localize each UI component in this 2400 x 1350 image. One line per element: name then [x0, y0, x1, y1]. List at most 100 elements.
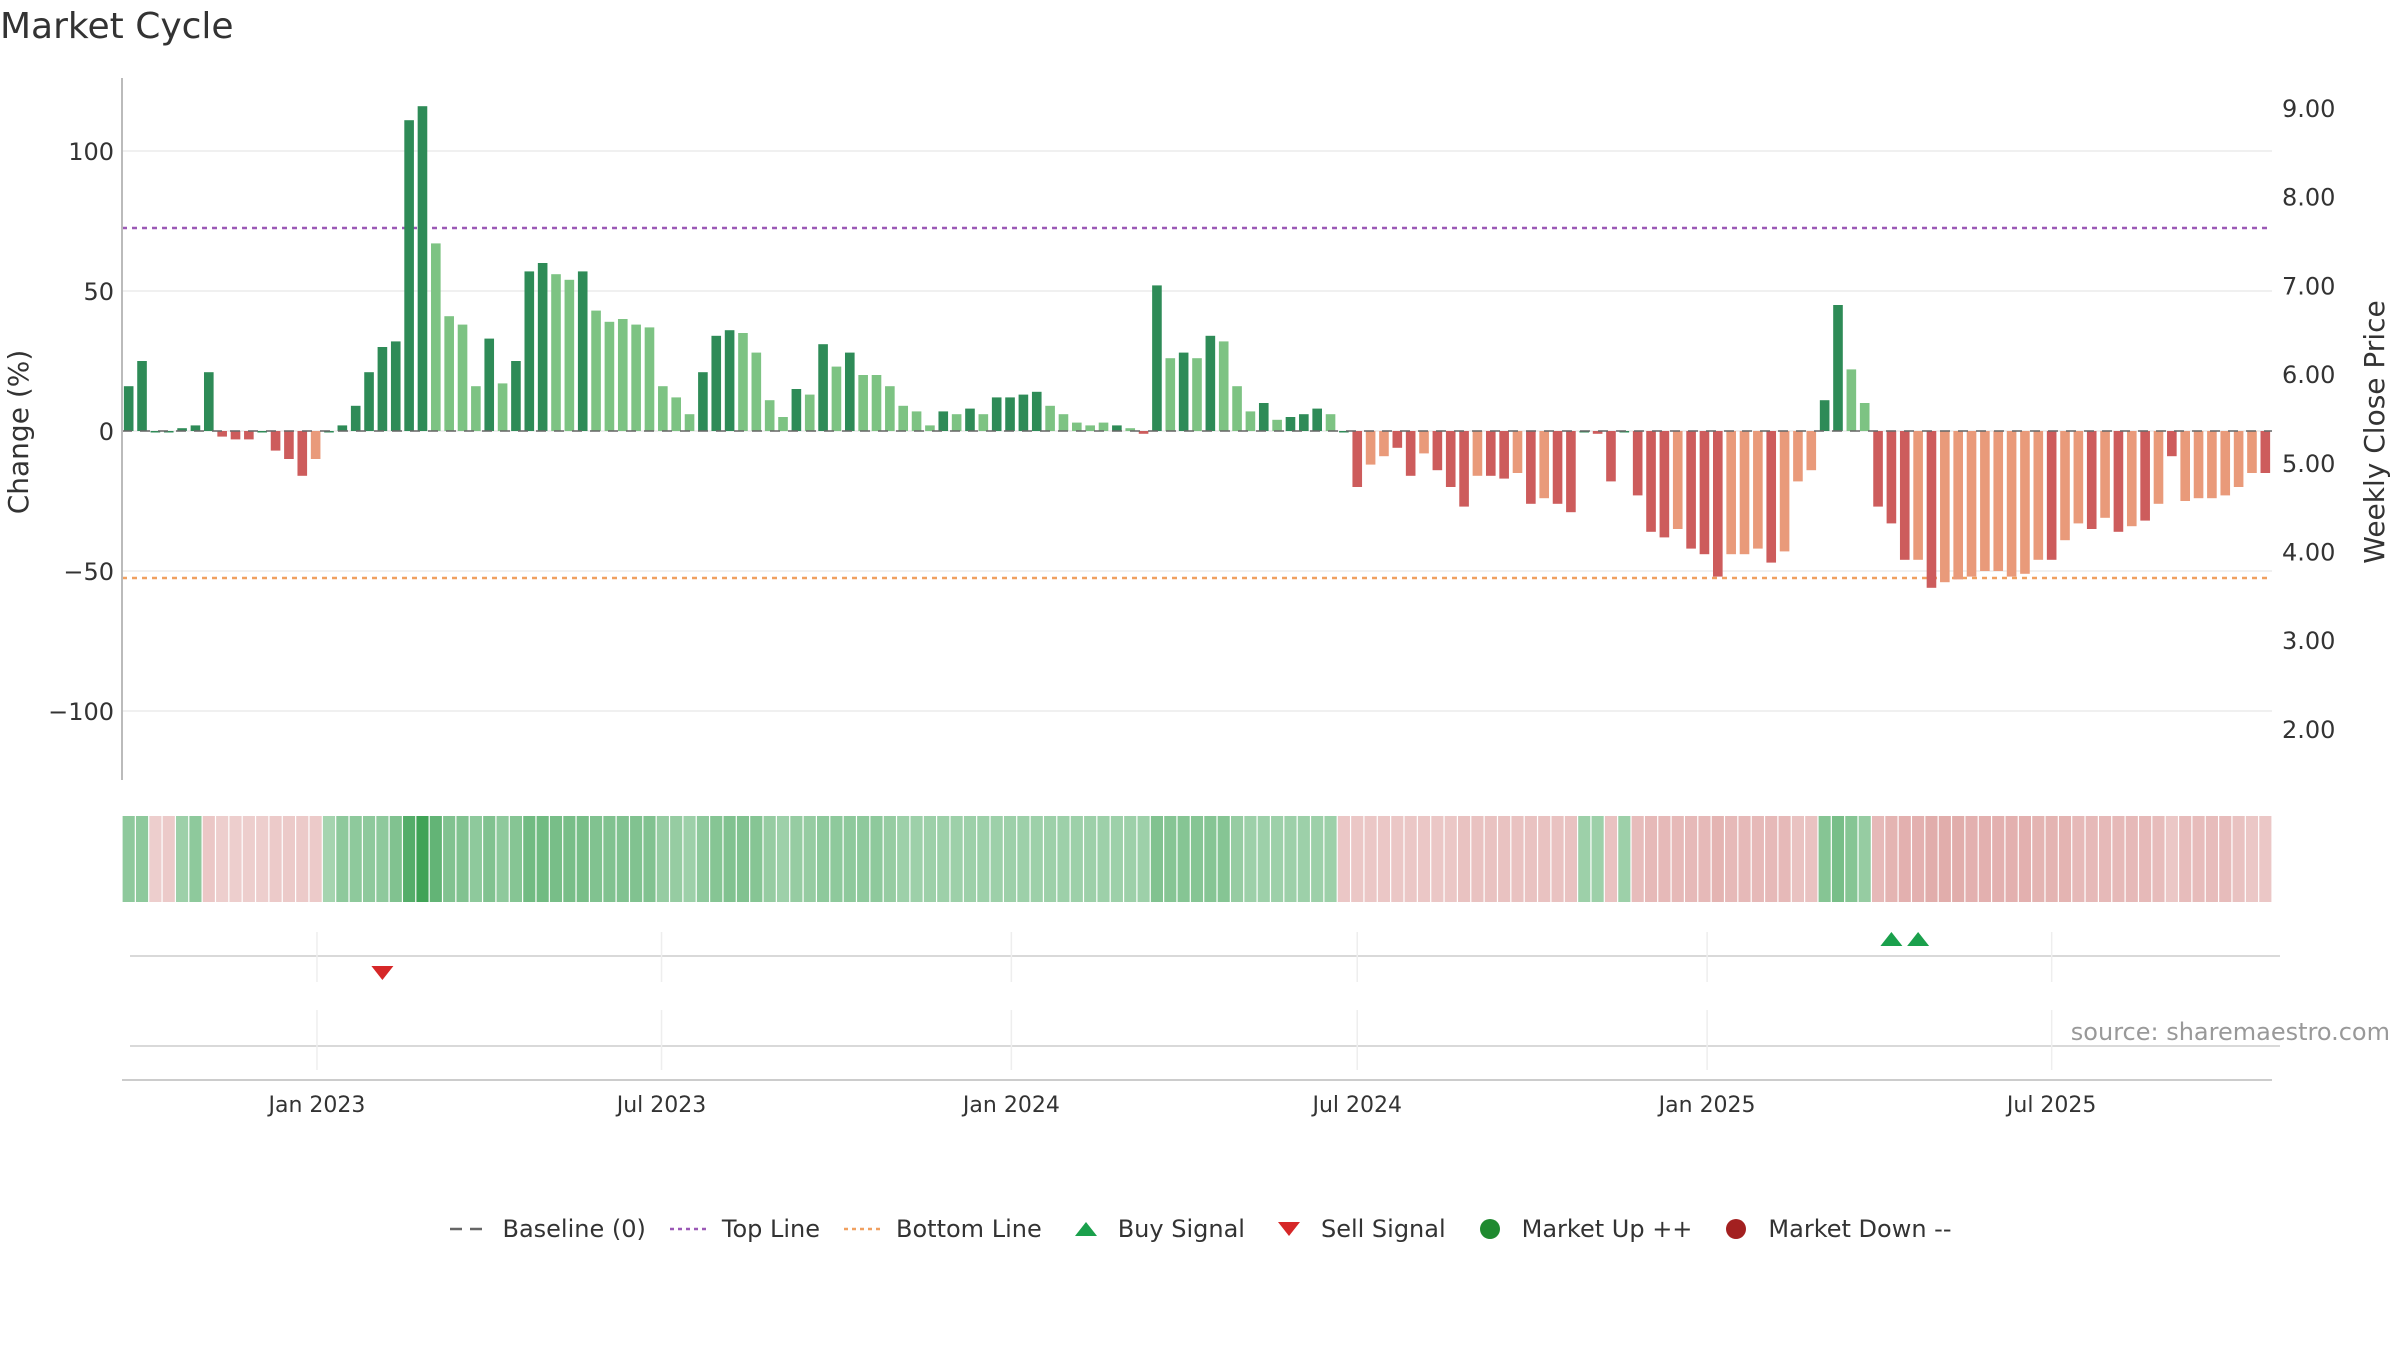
heat-cell	[723, 816, 736, 902]
change-bar	[698, 372, 708, 431]
heat-cell	[1791, 816, 1805, 902]
change-bar	[417, 106, 428, 431]
change-bar	[617, 319, 628, 431]
heat-cell	[630, 816, 643, 902]
heat-cell	[1230, 816, 1244, 902]
heat-cell	[1965, 816, 1978, 902]
heat-cell	[2152, 816, 2165, 902]
heat-cell	[2058, 816, 2072, 902]
heat-cell	[2259, 816, 2272, 902]
change-bar	[1659, 431, 1670, 538]
heat-cell	[710, 816, 723, 902]
change-bar	[711, 335, 722, 431]
heat-cell	[1057, 816, 1070, 902]
heat-cell	[1044, 816, 1057, 902]
heat-cell	[2139, 816, 2152, 902]
heat-cell	[870, 816, 883, 902]
x-tick-label: Jan 2025	[1657, 1093, 1756, 1118]
heat-cell	[1711, 816, 1724, 902]
chart-title: Market Cycle	[0, 6, 234, 47]
heat-cell	[763, 816, 776, 902]
change-bar	[1272, 419, 1282, 431]
change-bar	[1552, 431, 1563, 504]
change-bar	[257, 431, 268, 433]
y2-axis-label: Weekly Close Price	[2358, 300, 2391, 563]
change-bar	[1405, 431, 1416, 476]
y2-tick-label: 3.00	[2282, 627, 2335, 655]
heat-cell	[1284, 816, 1297, 902]
change-bar	[2193, 431, 2204, 499]
change-bar	[2020, 431, 2030, 574]
heat-cell	[1297, 816, 1310, 902]
heat-cell	[843, 816, 856, 902]
heat-cell	[923, 816, 936, 902]
circle-red-icon	[1726, 1219, 1747, 1239]
heat-cell	[1644, 816, 1658, 902]
change-bar	[2006, 431, 2017, 577]
heat-cell	[1698, 816, 1711, 902]
heat-strip	[122, 816, 2272, 902]
change-bar	[1833, 305, 1843, 431]
heat-cell	[202, 816, 215, 902]
heat-cell	[122, 816, 135, 902]
heat-cell	[1444, 816, 1457, 902]
y-tick-label: 50	[83, 278, 114, 306]
heat-cell	[1150, 816, 1164, 902]
change-bar	[1753, 431, 1763, 549]
heat-cell	[1765, 816, 1778, 902]
change-bar	[1713, 431, 1723, 577]
heat-cell	[643, 816, 656, 902]
change-bar	[484, 338, 495, 431]
legend-label: Buy Signal	[1117, 1215, 1245, 1243]
change-bar	[1699, 431, 1710, 555]
change-bar	[230, 431, 241, 440]
legend-item: Bottom Line	[842, 1215, 1042, 1243]
heat-cell	[1364, 816, 1377, 902]
change-bar	[1739, 431, 1750, 555]
heat-cell	[1538, 816, 1551, 902]
change-bar	[203, 372, 214, 431]
heat-cell	[2018, 816, 2032, 902]
heat-cell	[416, 816, 429, 902]
heat-cell	[1084, 816, 1097, 902]
change-bar	[2113, 431, 2124, 532]
change-bar	[1672, 431, 1683, 529]
change-bar	[1819, 400, 1830, 431]
change-bar	[1379, 431, 1389, 457]
change-bar	[2086, 431, 2097, 529]
heat-cell	[1244, 816, 1257, 902]
change-bar	[2220, 431, 2231, 496]
x-tick-label: Jul 2023	[615, 1093, 707, 1118]
heat-cell	[883, 816, 896, 902]
market-cycle-chart: 100 50 0 −50 −100 9.00 8.00 7.00 6.00 5.00 4.00 3.0…	[2, 78, 2391, 1118]
y2-tick-label: 6.00	[2282, 361, 2335, 389]
change-bar	[577, 271, 588, 431]
change-bar	[390, 341, 401, 431]
change-bar	[1766, 431, 1777, 563]
change-bar	[1606, 431, 1616, 482]
change-bar	[2140, 431, 2150, 521]
change-bar	[1940, 431, 1950, 583]
change-bar	[938, 411, 949, 431]
heat-cell	[616, 816, 629, 902]
change-bars	[123, 106, 2271, 588]
legend-item: Market Up ++	[1468, 1215, 1692, 1243]
change-bar	[1592, 431, 1603, 434]
x-axis: Jan 2023 Jul 2023 Jan 2024 Jul 2024 Jan 2025…	[122, 1079, 2272, 1118]
heat-cell	[1030, 816, 1043, 902]
change-bar	[604, 321, 615, 431]
change-bar	[1098, 422, 1109, 431]
heat-cell	[2179, 816, 2192, 902]
heat-cell	[589, 816, 603, 902]
change-bar	[831, 366, 842, 431]
change-bar	[885, 386, 895, 431]
change-bar	[1339, 431, 1349, 433]
heat-cell	[1564, 816, 1577, 902]
change-bar	[1539, 431, 1550, 499]
axes: 100 50 0 −50 −100 9.00 8.00 7.00 6.00 5.00 4.00 3.0…	[48, 78, 2335, 780]
change-bar	[1499, 431, 1509, 479]
change-bar	[2100, 431, 2110, 518]
change-bar	[1178, 352, 1189, 431]
buy-signal-marker	[1907, 932, 1930, 946]
x-tick-label: Jan 2023	[267, 1093, 366, 1118]
